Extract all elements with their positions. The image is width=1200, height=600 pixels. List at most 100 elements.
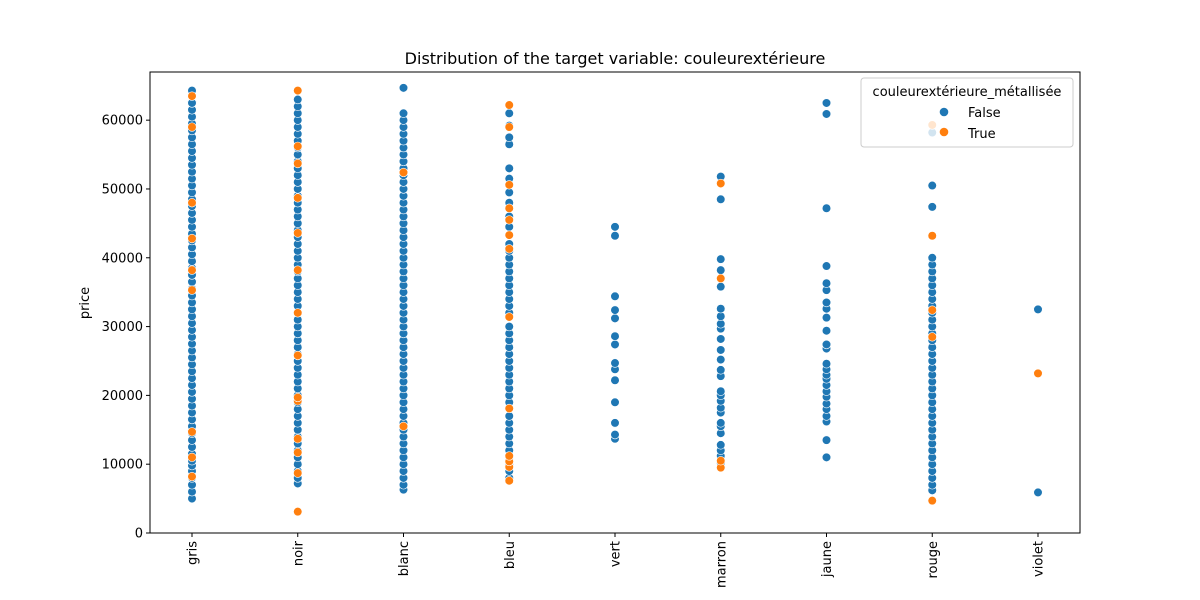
data-point xyxy=(716,418,726,428)
data-point xyxy=(821,297,832,308)
data-point xyxy=(1033,304,1043,314)
data-point xyxy=(504,215,514,225)
data-point xyxy=(716,265,726,275)
data-point xyxy=(504,163,514,173)
data-point xyxy=(293,507,303,517)
data-point xyxy=(610,375,620,385)
data-point xyxy=(927,231,937,241)
x-tick-label: bleu xyxy=(503,541,518,569)
data-point xyxy=(821,98,832,108)
data-point xyxy=(821,339,832,350)
data-point xyxy=(293,447,303,458)
data-point xyxy=(716,273,726,284)
data-point xyxy=(187,198,197,208)
data-point xyxy=(293,308,303,318)
data-point xyxy=(1033,487,1043,498)
data-point xyxy=(821,109,832,119)
y-axis-title: price xyxy=(78,287,93,319)
data-point xyxy=(187,233,197,244)
data-point xyxy=(716,456,726,466)
data-point xyxy=(821,359,832,369)
data-point xyxy=(504,122,514,132)
y-tick-label: 60000 xyxy=(102,114,143,129)
data-point xyxy=(293,228,303,238)
data-point xyxy=(398,83,409,93)
data-point xyxy=(187,427,197,437)
data-point xyxy=(1033,368,1043,378)
data-point xyxy=(716,440,726,450)
y-tick-label: 10000 xyxy=(102,458,143,473)
data-point xyxy=(610,358,620,368)
legend-box xyxy=(860,77,1074,148)
data-point xyxy=(821,326,832,336)
data-point xyxy=(610,231,620,241)
data-point xyxy=(504,312,514,322)
data-point xyxy=(610,313,620,323)
data-point xyxy=(927,180,937,191)
data-point xyxy=(504,100,514,110)
data-point xyxy=(504,203,514,213)
data-point xyxy=(504,180,514,190)
data-point xyxy=(927,332,937,342)
data-point xyxy=(398,108,409,118)
data-point xyxy=(821,278,832,288)
data-point xyxy=(927,202,937,212)
data-point xyxy=(504,321,514,332)
data-point xyxy=(716,282,726,292)
data-point xyxy=(398,167,409,178)
data-point xyxy=(716,304,726,314)
data-point xyxy=(293,193,303,203)
data-point xyxy=(821,313,832,323)
x-tick-label: rouge xyxy=(926,541,941,579)
y-tick-label: 30000 xyxy=(102,320,143,335)
data-point xyxy=(716,254,726,264)
data-point xyxy=(504,451,514,461)
data-point xyxy=(610,430,620,440)
legend: couleurextérieure_métallisée False True xyxy=(860,77,1074,148)
data-point xyxy=(187,91,197,101)
data-point xyxy=(716,178,726,189)
data-point xyxy=(927,496,937,506)
legend-label-false: False xyxy=(968,106,1001,121)
data-point xyxy=(610,418,620,428)
data-point xyxy=(927,305,937,315)
plot-area xyxy=(187,83,1043,517)
data-point xyxy=(187,452,197,462)
data-point xyxy=(610,331,620,341)
data-point xyxy=(927,253,937,263)
legend-marker-true xyxy=(939,127,949,137)
y-tick-label: 0 xyxy=(135,527,143,542)
data-point xyxy=(716,345,726,355)
data-point xyxy=(610,305,620,315)
x-tick-label: blanc xyxy=(397,541,412,576)
data-point xyxy=(610,291,620,301)
y-tick-label: 20000 xyxy=(102,389,143,404)
chart-title: Distribution of the target variable: cou… xyxy=(405,49,826,68)
data-point xyxy=(293,468,303,478)
data-point xyxy=(293,85,303,96)
data-point xyxy=(821,452,832,462)
data-point xyxy=(293,158,303,169)
data-point xyxy=(821,203,832,213)
data-point xyxy=(293,94,303,105)
data-point xyxy=(398,421,409,431)
x-tick-label: violet xyxy=(1032,541,1047,577)
data-point xyxy=(187,285,197,295)
data-point xyxy=(716,355,726,365)
x-tick-label: jaune xyxy=(820,541,835,578)
data-point xyxy=(293,350,303,361)
data-point xyxy=(293,141,303,151)
data-point xyxy=(821,435,832,445)
data-point xyxy=(716,365,726,375)
legend-title: couleurextérieure_métallisée xyxy=(873,85,1062,100)
data-point xyxy=(187,265,197,275)
data-point xyxy=(821,261,832,271)
data-point xyxy=(716,194,726,204)
data-point xyxy=(504,108,514,118)
data-point xyxy=(504,403,514,414)
data-point xyxy=(610,339,620,350)
x-tick-label: gris xyxy=(186,541,201,565)
legend-label-true: True xyxy=(967,127,996,142)
data-point xyxy=(610,222,620,232)
